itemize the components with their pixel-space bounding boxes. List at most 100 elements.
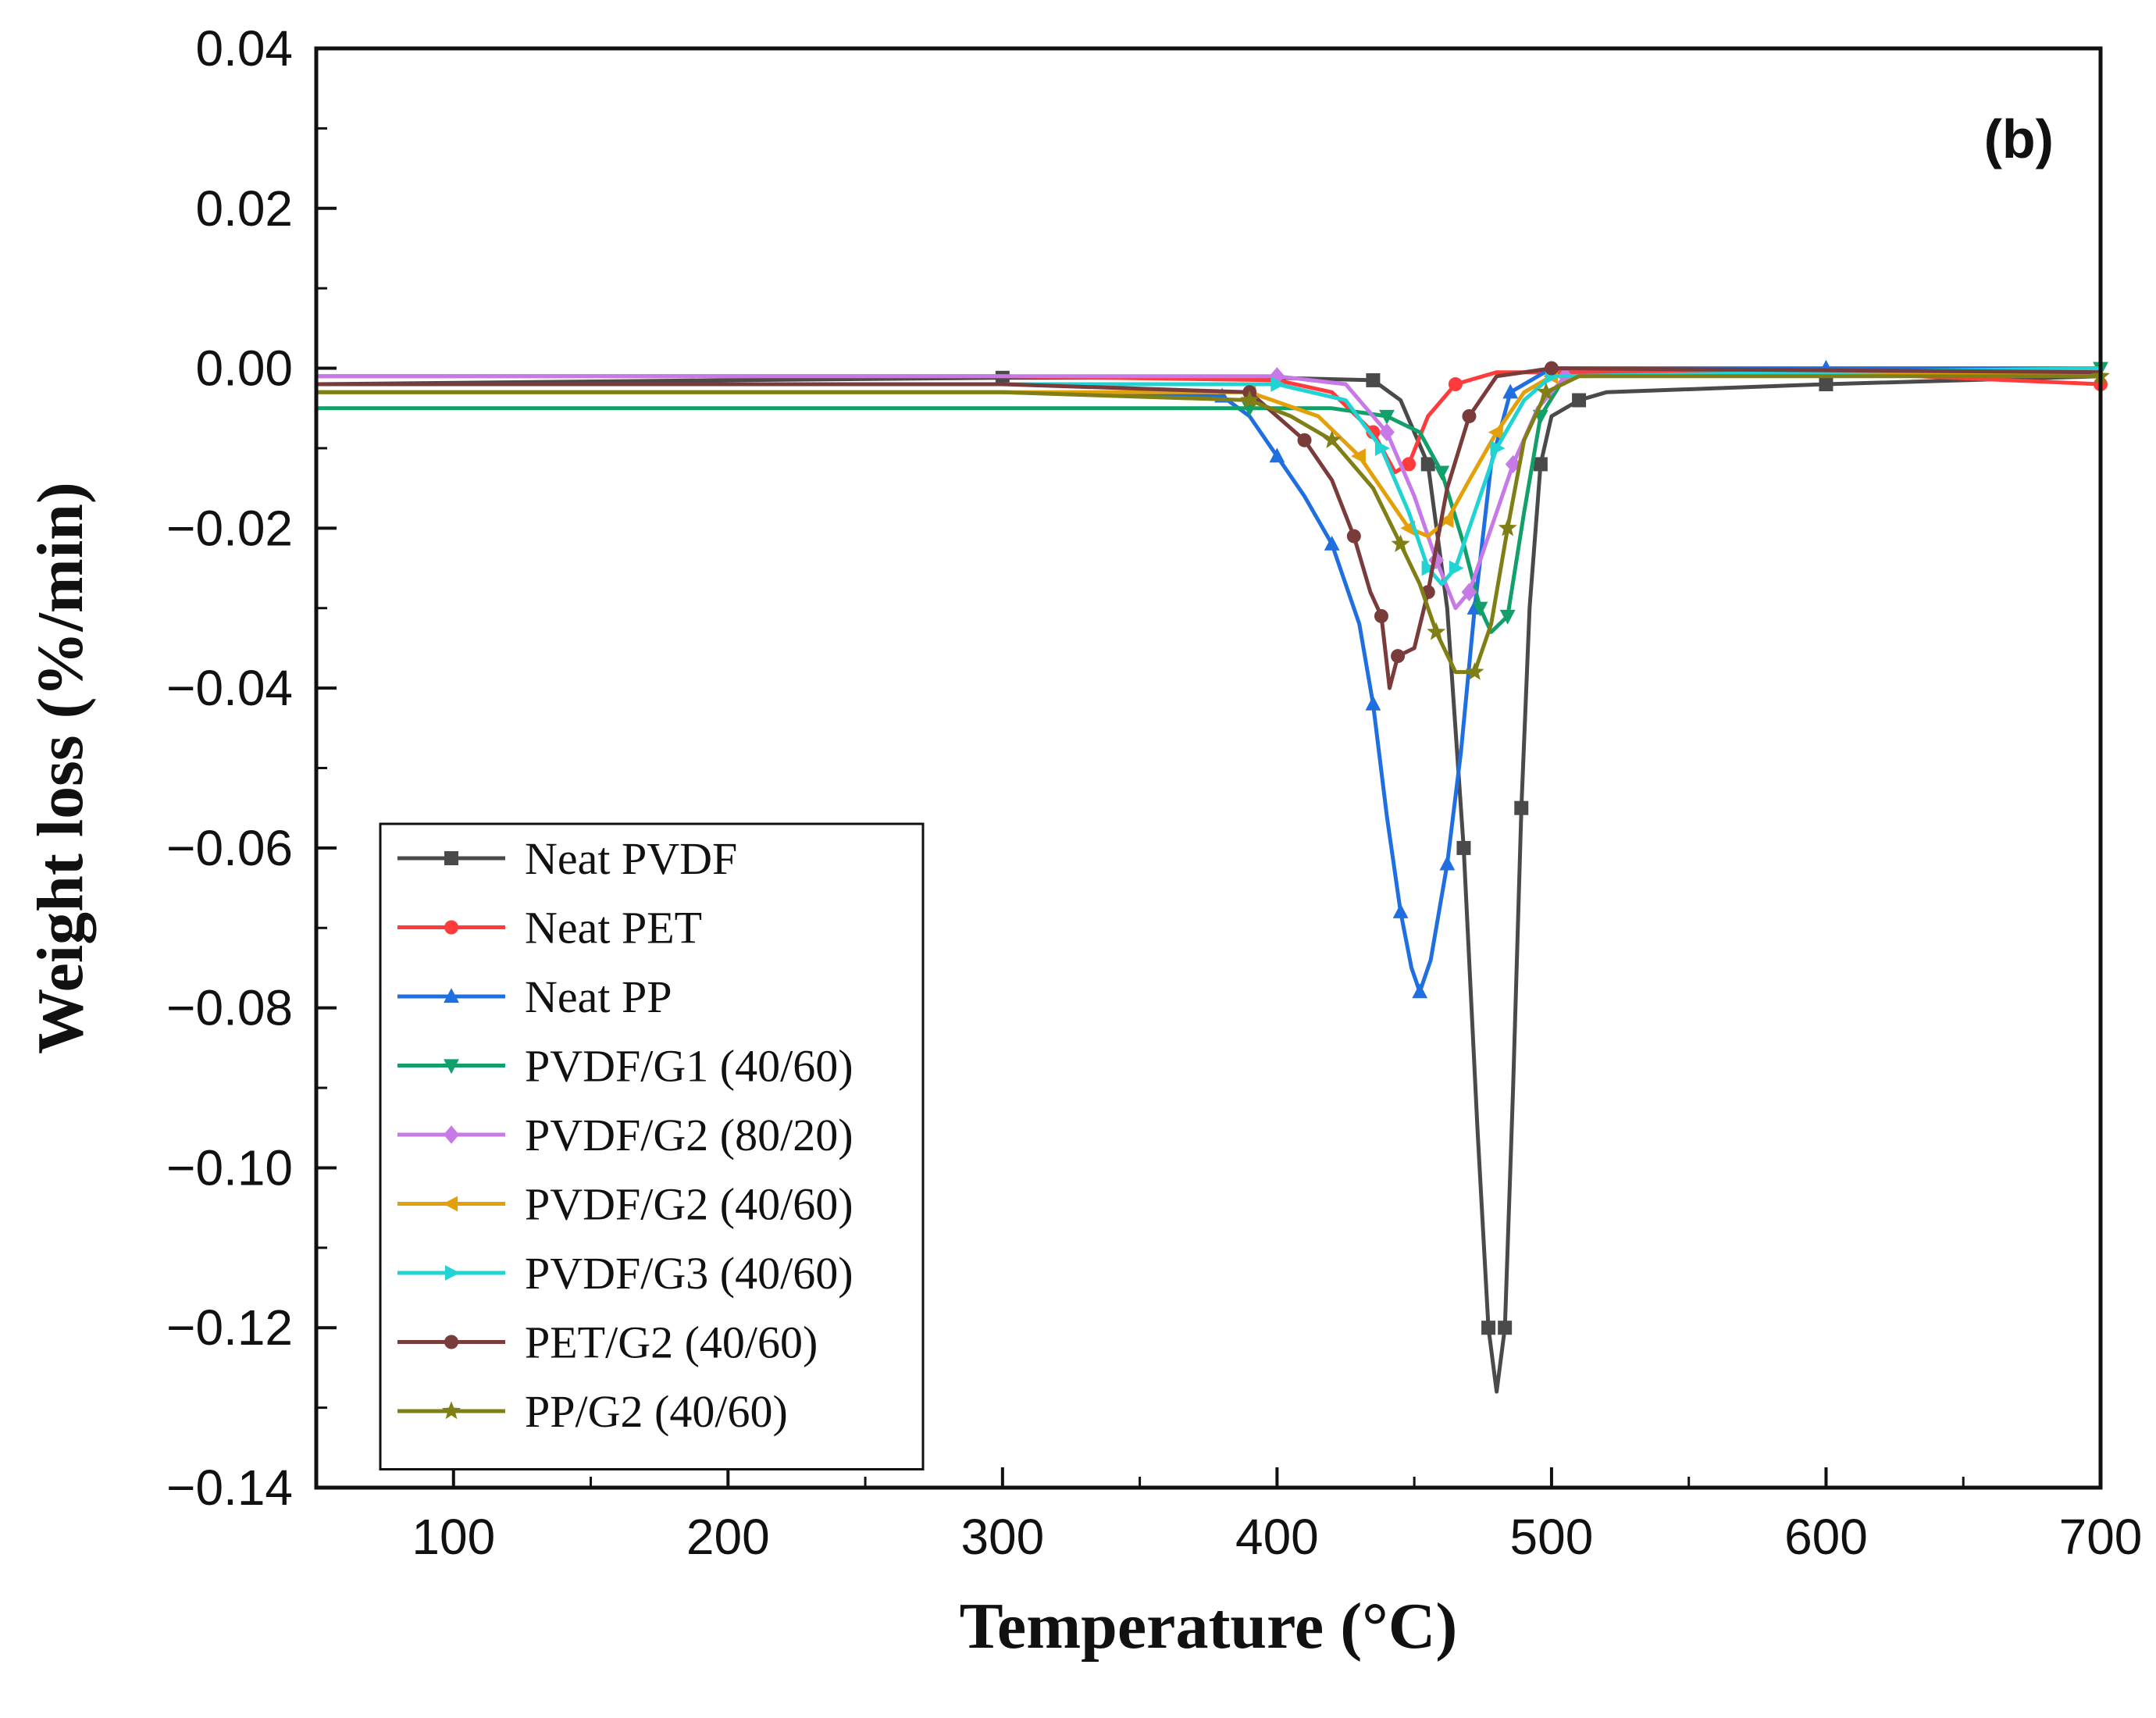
data-point xyxy=(1374,608,1388,623)
data-point xyxy=(1346,529,1361,544)
data-point xyxy=(1490,440,1506,456)
x-tick-label: 700 xyxy=(2059,1509,2143,1565)
data-point xyxy=(1465,662,1484,680)
data-point xyxy=(1412,983,1428,999)
data-point xyxy=(1374,440,1390,456)
data-point xyxy=(1536,382,1556,401)
legend-entry: PVDF/G2 (40/60) xyxy=(397,1179,853,1230)
data-point xyxy=(1392,904,1409,918)
y-tick-label: −0.02 xyxy=(166,500,293,556)
data-point xyxy=(1351,448,1366,465)
legend-marker xyxy=(444,1335,458,1349)
data-point xyxy=(1391,534,1410,552)
data-point xyxy=(1439,855,1456,871)
data-point xyxy=(1498,1321,1513,1335)
y-axis: 0.04 0.02 0.00 −0.02 −0.04 −0.06 −0.08 −0.10 −0.… xyxy=(166,20,337,1516)
data-point xyxy=(1544,361,1559,376)
legend-entry: Neat PP xyxy=(397,971,672,1022)
data-point xyxy=(1819,377,1833,392)
x-tick-label: 600 xyxy=(1784,1509,1868,1565)
panel-label: (b) xyxy=(1984,109,2054,169)
data-point xyxy=(1427,622,1446,640)
data-point xyxy=(1269,447,1285,463)
data-point xyxy=(1461,583,1477,601)
y-tick-label: −0.08 xyxy=(166,980,293,1036)
x-tick-label: 500 xyxy=(1510,1509,1594,1565)
data-point xyxy=(1297,433,1312,447)
data-point xyxy=(1366,425,1381,440)
x-tick-label: 300 xyxy=(960,1509,1044,1565)
series-line xyxy=(316,370,2101,539)
data-point xyxy=(1514,800,1529,815)
legend-marker xyxy=(444,1059,459,1075)
legend-marker xyxy=(443,1196,458,1212)
legend-entry: PVDF/G1 (40/60) xyxy=(397,1041,853,1092)
legend-marker xyxy=(444,920,458,935)
data-point xyxy=(1379,422,1395,442)
legend-label: Neat PP xyxy=(525,971,672,1022)
y-axis-title: Weight loss (%/min) xyxy=(24,482,97,1054)
data-point xyxy=(1240,390,1260,408)
x-axis-title: Temperature (°C) xyxy=(960,1590,1458,1663)
legend-label: PVDF/G2 (40/60) xyxy=(525,1179,853,1230)
data-point xyxy=(1421,560,1437,576)
series-0 xyxy=(315,370,2101,1394)
series-6 xyxy=(316,366,2101,586)
data-point xyxy=(1438,512,1454,528)
legend-entry: Neat PET xyxy=(397,903,702,953)
data-point xyxy=(1322,430,1342,448)
series-layer xyxy=(315,359,2110,1394)
legend-label: PVDF/G1 (40/60) xyxy=(525,1041,853,1092)
data-point xyxy=(1502,383,1519,399)
data-point xyxy=(1456,840,1471,855)
legend-label: PET/G2 (40/60) xyxy=(525,1317,818,1368)
y-tick-label: 0.00 xyxy=(195,340,293,397)
data-point xyxy=(1270,376,1286,392)
legend-entry: Neat PVDF xyxy=(397,833,737,884)
legend-label: Neat PVDF xyxy=(525,833,737,884)
legend: Neat PVDF Neat PET Neat PP PVDF/G1 (40/60) P… xyxy=(379,822,925,1470)
data-point xyxy=(1402,457,1417,472)
data-point xyxy=(1448,377,1463,392)
legend-marker xyxy=(442,1401,461,1420)
data-point xyxy=(1434,465,1450,481)
data-point xyxy=(1324,536,1340,551)
x-tick-label: 100 xyxy=(412,1509,495,1565)
series-line xyxy=(315,374,2101,1394)
legend-entry: PVDF/G2 (80/20) xyxy=(397,1110,853,1160)
legend-label: Neat PET xyxy=(525,903,702,953)
legend-marker xyxy=(444,1125,459,1144)
legend-marker xyxy=(444,1265,460,1281)
data-point xyxy=(1379,409,1395,425)
legend-label: PP/G2 (40/60) xyxy=(525,1386,788,1437)
series-line xyxy=(316,366,2101,690)
y-tick-label: −0.06 xyxy=(166,820,293,876)
data-point xyxy=(1428,551,1445,569)
y-tick-label: −0.14 xyxy=(166,1460,293,1516)
data-point xyxy=(1391,649,1406,664)
data-point xyxy=(1533,457,1548,472)
data-point xyxy=(1269,367,1285,386)
data-point xyxy=(1488,424,1503,440)
x-tick-label: 200 xyxy=(686,1509,770,1565)
data-point xyxy=(1365,695,1381,711)
x-tick-label: 400 xyxy=(1235,1509,1319,1565)
data-point xyxy=(1572,393,1587,408)
y-tick-label: 0.04 xyxy=(195,20,293,77)
series-line xyxy=(316,366,2101,586)
legend-box xyxy=(379,822,925,1470)
y-tick-label: 0.02 xyxy=(195,180,293,237)
data-point xyxy=(1499,609,1516,625)
data-point xyxy=(1449,560,1464,576)
legend-label: PVDF/G3 (40/60) xyxy=(525,1248,853,1299)
y-tick-label: −0.12 xyxy=(166,1299,293,1356)
data-point xyxy=(1462,408,1477,423)
legend-label: PVDF/G2 (80/20) xyxy=(525,1110,853,1160)
data-point xyxy=(1472,601,1488,617)
data-point xyxy=(1366,372,1381,387)
y-tick-label: −0.10 xyxy=(166,1139,293,1196)
series-7 xyxy=(316,361,2101,690)
x-axis: 100 200 300 400 500 600 700 xyxy=(315,1467,2143,1565)
